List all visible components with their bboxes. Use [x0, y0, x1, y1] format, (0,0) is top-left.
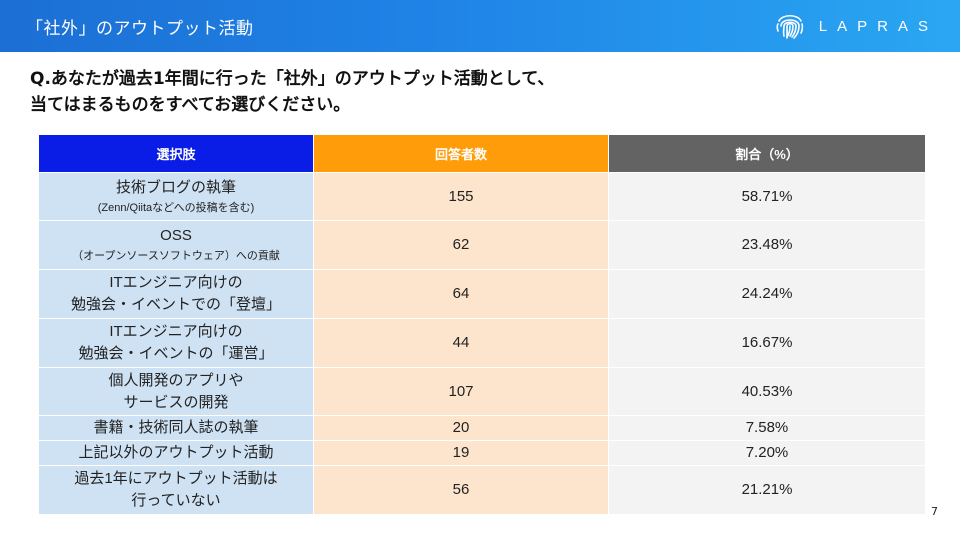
results-table: 選択肢 回答者数 割合（%） 技術ブログの執筆 (Zenn/Qiitaなどへの投…: [38, 134, 926, 515]
count-cell: 107: [313, 367, 609, 416]
option-label: 技術ブログの執筆: [115, 178, 236, 196]
logo-text: LAPRAS: [818, 17, 938, 35]
option-cell: 書籍・技術同人誌の執筆: [38, 415, 314, 441]
option-label: ITエンジニア向けの: [109, 274, 243, 291]
option-cell: 技術ブログの執筆 (Zenn/Qiitaなどへの投稿を含む): [38, 172, 314, 221]
header-count: 回答者数: [313, 134, 609, 173]
option-sublabel: (Zenn/Qiitaなどへの投稿を含む): [97, 201, 255, 214]
option-cell: 個人開発のアプリや サービスの開発: [38, 367, 314, 416]
option-cell: ITエンジニア向けの 勉強会・イベントでの「登壇」: [38, 269, 314, 319]
percent-cell: 24.24%: [608, 269, 926, 319]
percent-cell: 58.71%: [608, 172, 926, 221]
option-label-line-2: サービスの開発: [123, 393, 229, 411]
percent-cell: 21.21%: [608, 465, 926, 515]
count-cell: 62: [313, 220, 609, 270]
percent-cell: 7.58%: [608, 415, 926, 441]
option-label-line-2: 行っていない: [131, 492, 221, 509]
option-label: 個人開発のアプリや: [108, 371, 244, 389]
percent-cell: 40.53%: [608, 367, 926, 416]
option-label-line-2: 勉強会・イベントでの「登壇」: [70, 296, 281, 313]
option-sublabel: （オープンソースソフトウェア）への貢献: [72, 250, 280, 262]
question-text: Q.あなたが過去1年間に行った「社外」のアウトプット活動として、 当てはまるもの…: [30, 66, 930, 118]
count-cell: 56: [313, 465, 609, 515]
question-line-2: 当てはまるものをすべてお選びください。: [30, 95, 351, 115]
fingerprint-icon: [776, 14, 804, 39]
table-row: ITエンジニア向けの 勉強会・イベントでの「登壇」 64 24.24%: [38, 269, 926, 319]
lapras-logo: LAPRAS: [773, 9, 938, 43]
option-cell: 過去1年にアウトプット活動は 行っていない: [38, 465, 314, 515]
table-row: 技術ブログの執筆 (Zenn/Qiitaなどへの投稿を含む) 155 58.71…: [38, 172, 926, 221]
table-row: 個人開発のアプリや サービスの開発 107 40.53%: [38, 367, 926, 416]
option-label: OSS: [160, 227, 192, 244]
table-row: 書籍・技術同人誌の執筆 20 7.58%: [38, 415, 926, 441]
count-cell: 155: [313, 172, 609, 221]
table-row: OSS （オープンソースソフトウェア）への貢献 62 23.48%: [38, 220, 926, 270]
header-bar: 「社外」のアウトプット活動 LAPRAS: [0, 0, 960, 52]
table-row: 過去1年にアウトプット活動は 行っていない 56 21.21%: [38, 465, 926, 515]
page-number: 7: [931, 505, 938, 518]
table-row: ITエンジニア向けの 勉強会・イベントの「運営」 44 16.67%: [38, 318, 926, 368]
count-cell: 20: [313, 415, 609, 441]
count-cell: 44: [313, 318, 609, 368]
percent-cell: 7.20%: [608, 440, 926, 466]
question-line-1: Q.あなたが過去1年間に行った「社外」のアウトプット活動として、: [30, 69, 555, 89]
option-cell: ITエンジニア向けの 勉強会・イベントの「運営」: [38, 318, 314, 368]
table-header-row: 選択肢 回答者数 割合（%）: [38, 134, 926, 173]
option-cell: 上記以外のアウトプット活動: [38, 440, 314, 466]
count-cell: 19: [313, 440, 609, 466]
percent-cell: 23.48%: [608, 220, 926, 270]
option-cell: OSS （オープンソースソフトウェア）への貢献: [38, 220, 314, 270]
header-option: 選択肢: [38, 134, 314, 173]
percent-cell: 16.67%: [608, 318, 926, 368]
slide-title: 「社外」のアウトプット活動: [26, 19, 254, 39]
option-label: 過去1年にアウトプット活動は: [74, 470, 278, 487]
option-label: ITエンジニア向けの: [109, 323, 243, 340]
option-label-line-2: 勉強会・イベントの「運営」: [78, 345, 274, 362]
table-row: 上記以外のアウトプット活動 19 7.20%: [38, 440, 926, 466]
count-cell: 64: [313, 269, 609, 319]
header-percent: 割合（%）: [608, 134, 926, 173]
